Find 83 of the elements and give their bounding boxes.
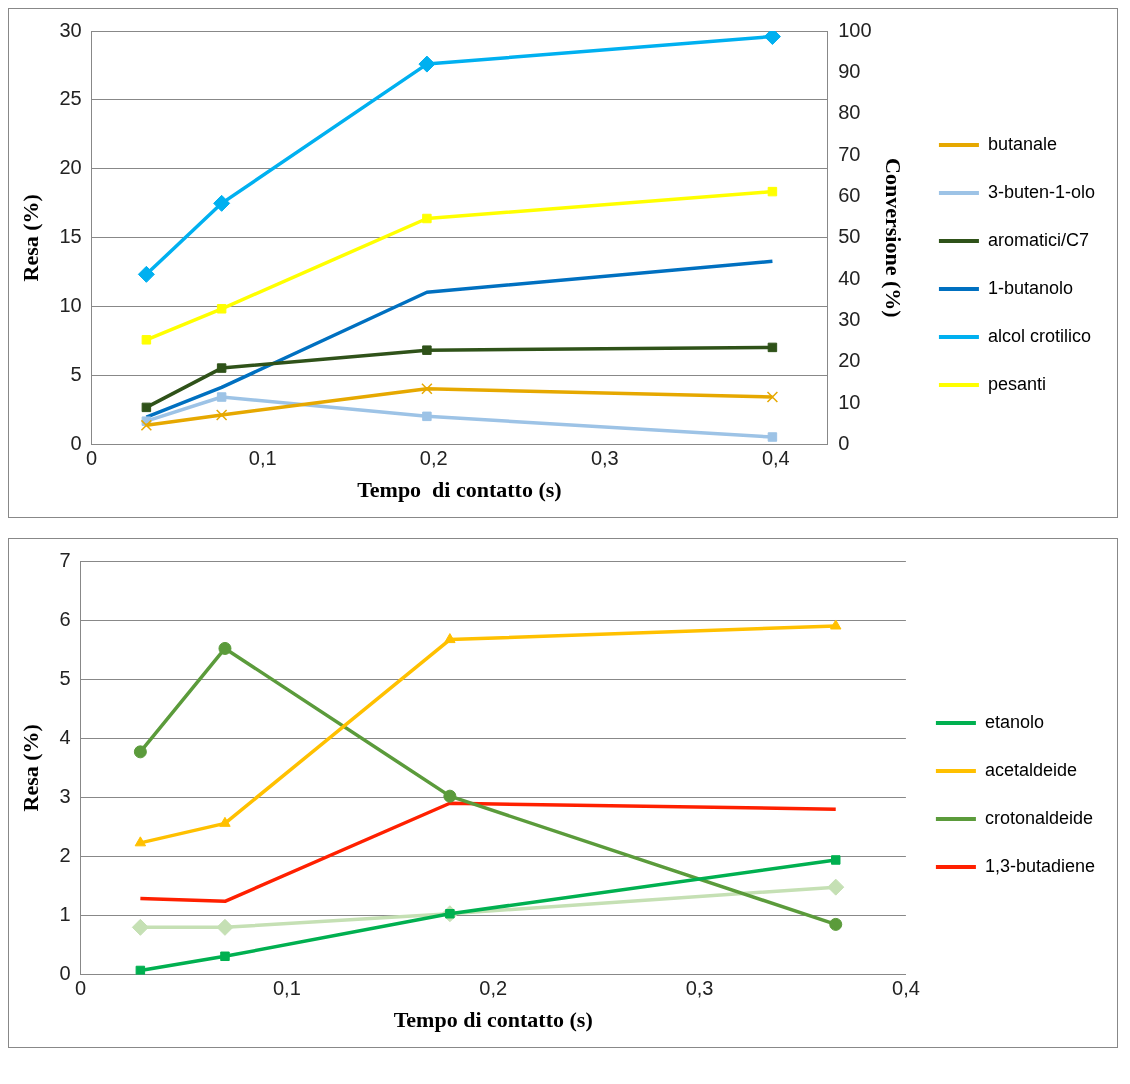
x-tick-label: 0,1 [248,447,277,470]
point [131,918,149,936]
y2-tick-label: 70 [838,142,861,165]
point [767,342,778,353]
legend-label: 1,3-butadiene [984,855,1095,876]
legend-label: butanale [987,133,1058,154]
y-tick-label: 5 [70,363,82,386]
point [216,918,234,936]
y2-tick-label: 40 [838,266,861,289]
point [137,265,155,283]
point [422,345,432,355]
legend-label: 3-buten-1-olo [987,181,1096,202]
legend-label: pesanti [987,373,1046,394]
legend-label: alcol crotilico [987,325,1091,346]
point [218,641,232,655]
point [141,335,152,345]
point [767,186,778,197]
y-tick-label: 10 [59,294,82,317]
y-tick-label: 25 [59,87,82,110]
y-tick-label: 2 [59,843,71,866]
y-tick-label: 1 [59,903,71,926]
legend-label: crotonaldeide [984,807,1093,828]
x-tick-label: 0,4 [892,977,920,1000]
legend-label: etanolo [984,711,1044,732]
y2-tick-label: 90 [838,59,861,82]
y2-axis-title: Conversione (%) [881,158,907,318]
point [827,878,845,896]
point [134,836,147,847]
y2-tick-label: 80 [838,101,861,124]
point [216,304,227,314]
point [422,213,432,224]
point [219,816,231,827]
y-axis-title: Resa (%) [17,194,43,282]
legend-label: aromatici/C7 [987,229,1089,250]
y-tick-label: 30 [59,18,82,41]
y-tick-label: 0 [70,432,82,455]
y-axis-title: Resa (%) [17,724,43,812]
legend-label: acetaldeide [984,759,1077,780]
point [444,633,456,644]
y2-tick-label: 0 [838,432,850,455]
point [830,619,842,630]
point [421,383,433,395]
y2-tick-label: 60 [838,183,861,206]
y-tick-label: 0 [59,962,71,985]
x-tick-label: 0 [86,447,98,470]
x-axis-title: Tempo di contatto (s) [393,1007,593,1033]
x-tick-label: 0,4 [761,447,790,470]
y-tick-label: 4 [59,725,71,748]
point [215,409,228,421]
y2-tick-label: 20 [838,349,861,372]
y2-tick-label: 30 [838,308,861,331]
y-tick-label: 20 [59,156,82,179]
y-tick-label: 15 [59,225,82,248]
point [766,391,779,403]
y-tick-label: 3 [59,784,71,807]
x-tick-label: 0,3 [685,977,714,1000]
x-axis-title: Tempo di contatto (s) [357,477,562,503]
point [140,419,153,431]
point [220,951,230,962]
point [831,855,841,865]
legend-label: 1-butanolo [987,277,1074,298]
y2-tick-label: 50 [838,225,861,248]
x-tick-label: 0,3 [590,447,619,470]
point [216,363,227,373]
point [422,411,432,422]
y-tick-label: 6 [59,607,71,630]
point [443,789,457,803]
x-tick-label: 0,2 [479,977,508,1000]
point [829,917,843,931]
point [141,402,152,413]
point [216,392,227,402]
point [133,745,147,759]
point [213,194,231,212]
point [418,55,436,73]
y2-tick-label: 100 [838,18,872,41]
point [767,432,778,442]
x-tick-label: 0,1 [272,977,301,1000]
y-tick-label: 7 [59,548,71,571]
x-tick-label: 0,2 [419,447,448,470]
point [135,965,146,975]
y-tick-label: 5 [59,666,71,689]
point [763,31,781,46]
y2-tick-label: 10 [838,390,861,413]
